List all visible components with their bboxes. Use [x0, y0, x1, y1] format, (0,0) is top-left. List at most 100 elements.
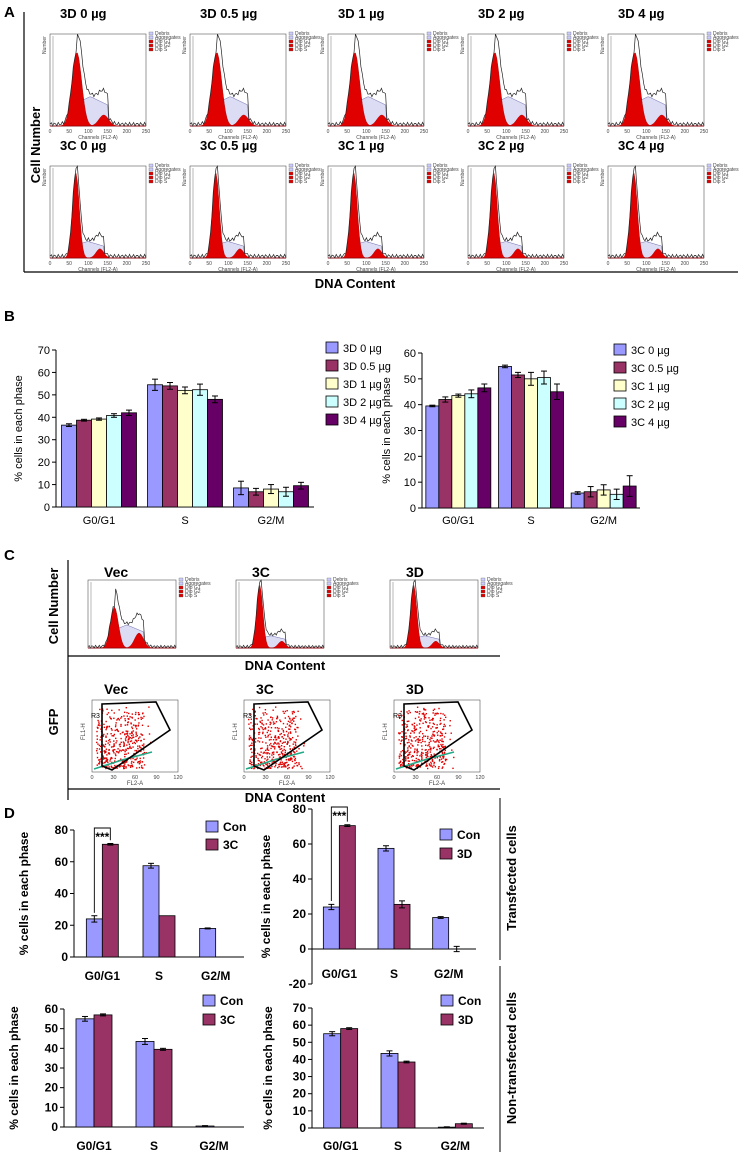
c-scatter-point [401, 739, 403, 741]
histogram-x-tick: 50 [624, 129, 630, 135]
c-scatter-point [105, 765, 107, 767]
a-hist-4-legend-swatch [706, 31, 712, 36]
c-scatter-point [285, 726, 287, 729]
c-scatter-point [293, 746, 296, 749]
c-scatter-point [425, 721, 427, 724]
c-scatter-point [419, 710, 421, 713]
c-scatter-point [410, 764, 413, 766]
histogram-x-tick: 250 [560, 129, 569, 135]
c-scatter-point [436, 732, 438, 734]
c-scatter-point [123, 745, 125, 747]
c-scatter-point [398, 732, 400, 734]
c-scatter-point [127, 738, 130, 741]
c-scatter-point [118, 709, 120, 711]
c-scatter-point [419, 720, 422, 722]
c-scatter-point [252, 708, 254, 711]
c-scatter-point [114, 760, 116, 762]
c-hist-0-legend-label: Dip G2 [185, 589, 201, 595]
c-scatter-point [434, 757, 436, 759]
c-scatter-point [440, 722, 442, 725]
c-scatter-point [412, 764, 415, 766]
c-scatter-point [98, 748, 101, 750]
category-label: G2/M [199, 1139, 228, 1153]
c-scatter-point [135, 739, 138, 742]
histogram-x-label: Channels (FL2-A) [356, 135, 396, 141]
legend-label: 3C [223, 838, 239, 852]
c-scatter-point [440, 748, 442, 750]
c-scatter-point [407, 754, 410, 756]
c-scatter-point [432, 733, 434, 735]
histogram-title: 3C 4 µg [618, 138, 665, 153]
c-scatter-point [265, 763, 267, 765]
c-hist-2-legend-label: Dip G1 [487, 585, 503, 591]
bar [91, 418, 107, 508]
c-scatter-point [428, 749, 430, 751]
chart-d-tl-y-label: % cells in each phase [17, 831, 31, 955]
c-scatter-point [141, 744, 144, 747]
legend-label: Con [458, 994, 481, 1008]
c-histogram-title: 3D [406, 564, 424, 580]
c-scatter-point [123, 749, 125, 751]
panel-a: Cell Number DNA Content 3D 0 µgDebrisAgg… [23, 6, 739, 291]
c-scatter-point [248, 745, 251, 747]
histogram-x-tick: 0 [327, 261, 330, 267]
c-scatter-point [409, 711, 411, 714]
a-hist-9-legend-swatch [706, 175, 712, 180]
category-label: G2/M [201, 969, 230, 983]
c-scatter-point [295, 761, 298, 764]
bar [537, 377, 551, 509]
c-scatter-point [131, 765, 134, 768]
histogram-x-tick: 0 [607, 261, 610, 267]
histogram-x-label: Channels (FL2-A) [496, 267, 536, 273]
c-scatter-point [425, 729, 428, 732]
c-scatter-point [413, 750, 416, 752]
c-scatter-point [265, 742, 267, 744]
c-scatter-point [424, 717, 427, 719]
c-scatter-point [272, 709, 274, 711]
a-hist-5-legend-swatch [148, 179, 154, 184]
c-scatter-point [282, 750, 284, 752]
histogram-title: 3C 0.5 µg [200, 138, 257, 153]
c-scatter-point [267, 736, 269, 738]
c-scatter-point [120, 717, 122, 719]
c-hist-0-g2-peak [88, 632, 176, 649]
a-hist-4-outline [607, 34, 705, 127]
c-scatter-point [259, 754, 262, 756]
histogram-x-tick: 250 [560, 261, 569, 267]
c-scatter-point [431, 759, 434, 761]
c-scatter-point [442, 746, 445, 748]
c-scatter-x-label: FL2-A [429, 781, 445, 787]
c-scatter-point [441, 752, 444, 755]
c-scatter-point [288, 725, 290, 727]
histogram-x-tick: 200 [541, 261, 550, 267]
c-scatter-point [266, 748, 268, 750]
c-scatter-point [100, 736, 102, 738]
significance-bracket [93, 827, 111, 913]
c-scatter-point [300, 718, 302, 720]
a-hist-3-legend-swatch [566, 35, 572, 40]
c-scatter-point [444, 758, 447, 760]
c-scatter-point [270, 747, 272, 750]
c-scatter-point [443, 723, 445, 726]
a-hist-4-g2-peak [608, 114, 704, 127]
c-scatter-point [439, 731, 442, 733]
category-label: G0/G1 [323, 1139, 359, 1153]
c-scatter-point [294, 723, 297, 726]
c-scatter-point [407, 749, 409, 751]
c-scatter-point [422, 740, 424, 743]
c-scatter-point [416, 765, 418, 768]
c-scatter-point [401, 719, 403, 722]
histogram-y-label: Number [460, 168, 466, 186]
c-scatter-point [261, 723, 263, 725]
c-hist-2-legend-swatch [480, 585, 486, 590]
c-scatter-point [130, 758, 132, 760]
c-scatter-point [287, 732, 290, 734]
c-scatter-point [103, 723, 105, 726]
c-scatter-point [408, 710, 410, 712]
c-scatter-x-tick: 0 [90, 775, 93, 781]
c-scatter-point [137, 739, 140, 742]
c-scatter-point [114, 757, 116, 760]
histogram-y-label: Number [320, 36, 326, 54]
c-scatter-point [128, 712, 130, 715]
